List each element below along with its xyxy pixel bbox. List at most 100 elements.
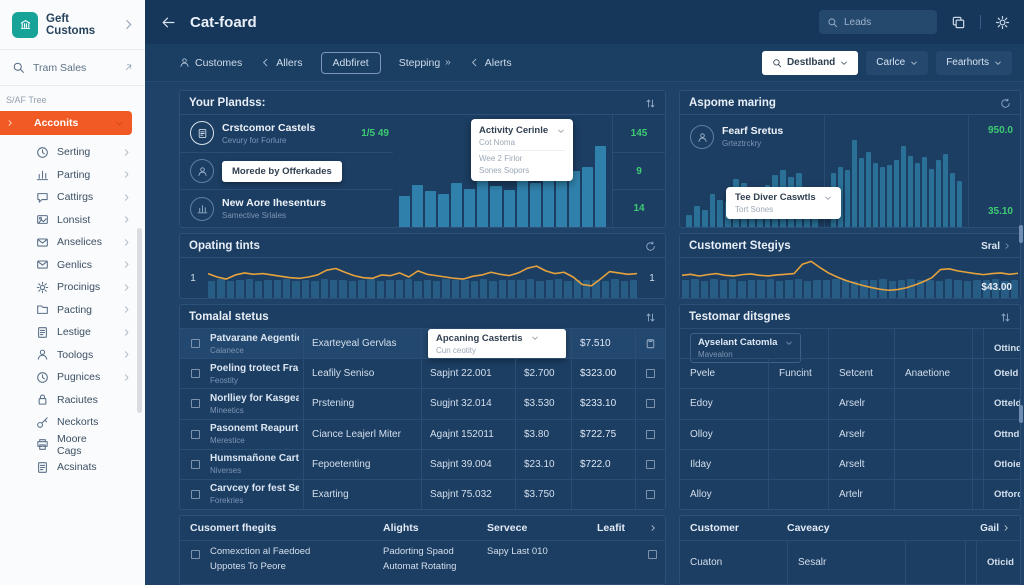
table-row[interactable]: Ilday Arselt Otloie [680, 448, 1020, 479]
table-row[interactable]: Humsmañone Cartection Niverses Fepoetent… [180, 448, 665, 479]
row-checkbox[interactable] [646, 429, 655, 439]
row-checkbox[interactable] [190, 429, 200, 439]
table-row[interactable]: Edoy Arselr Otteld [680, 388, 1020, 419]
row-checkbox[interactable] [190, 550, 200, 559]
settings-icon[interactable] [995, 15, 1010, 30]
table-row[interactable]: Olloy Arselr Ottnd [680, 418, 1020, 449]
morede-dropdown[interactable]: Morede by Offerkades [222, 160, 342, 182]
sidebar-header[interactable]: Geft Customs [0, 0, 145, 50]
avatar [190, 196, 214, 221]
page-scrollbar[interactable] [1019, 225, 1023, 243]
cell: Anaetione [894, 359, 972, 389]
sidebar-item[interactable]: Moore Cags [0, 433, 145, 457]
row-checkbox[interactable] [190, 339, 200, 349]
row-checkbox[interactable] [646, 489, 655, 499]
bar [841, 280, 850, 298]
chevron-right-icon [122, 350, 131, 359]
chevron-right-icon[interactable] [122, 18, 135, 31]
sort-icon[interactable] [645, 312, 656, 323]
sidebar-item-active[interactable]: Acconits [0, 111, 132, 135]
sidebar-item[interactable]: Pugnices [0, 366, 145, 389]
card-header: Aspome maring [680, 91, 1020, 114]
row-checkbox[interactable] [190, 399, 200, 409]
sidebar-item[interactable]: Cattirgs [0, 186, 145, 209]
copy-icon[interactable] [951, 15, 966, 30]
table-row[interactable]: Cuaton Sesalr Oticid [680, 540, 1020, 584]
gail-link[interactable]: Gail [980, 523, 1010, 534]
sidebar-item[interactable]: Toologs [0, 344, 145, 367]
page-scrollbar[interactable] [1019, 405, 1023, 423]
list-item[interactable]: Crstcomor Castels Cevury for Forlure 1/5… [180, 115, 393, 153]
bar [217, 279, 225, 298]
search-input[interactable] [844, 16, 924, 28]
bar [517, 280, 525, 298]
row-subtitle: Niverses [210, 466, 242, 476]
sidebar-scrollbar[interactable] [137, 228, 142, 413]
row-checkbox[interactable] [646, 399, 655, 409]
sidebar-item[interactable]: Serting [0, 141, 145, 164]
tab-stepping[interactable]: Stepping » [399, 57, 451, 69]
destlband-dropdown-button[interactable]: Destlband [761, 50, 859, 75]
bar [498, 280, 506, 298]
sidebar-item[interactable]: Procinigs [0, 276, 145, 299]
ayselant-dropdown[interactable]: Ayselant Catomla Mavealon [690, 333, 802, 363]
row-checkbox[interactable] [646, 459, 655, 469]
table-row[interactable]: Norlliey for Kasgeation Mineetics Prsten… [180, 388, 665, 419]
tab-adbfiret[interactable]: Adbfiret [320, 51, 381, 74]
sort-icon[interactable] [1000, 312, 1011, 323]
sidebar-item[interactable]: Acsinats [0, 456, 145, 479]
activity-tooltip[interactable]: Activity Cerinle Cot Noma Wee 2 Firlor S… [471, 119, 573, 181]
sidebar-item[interactable]: Lestige [0, 321, 145, 344]
sort-icon[interactable] [645, 98, 656, 109]
tooltip-line: Sones Sopors [479, 166, 530, 175]
tab-allers[interactable]: Allers [260, 57, 303, 69]
sidebar-item[interactable]: Neckorts [0, 411, 145, 434]
tab-customes[interactable]: Customes [179, 57, 242, 69]
table-row[interactable]: Comexction al Faedoed Uppotes To Peore P… [180, 540, 665, 584]
bar [804, 280, 812, 298]
apcaning-dropdown[interactable]: Apcaning Castertis Cun ceotity [428, 328, 566, 359]
table-row[interactable]: Pasonemt Reapurting Merestice Ciance Lea… [180, 418, 665, 449]
tee-diver-dropdown[interactable]: Tee Diver Caswtls Tort Sones [726, 187, 841, 219]
sidebar-search[interactable]: Tram Sales [0, 50, 145, 86]
table-row[interactable]: Pvele Funcint Setcent Anaetione Oteld [680, 358, 1020, 389]
sral-link[interactable]: Sral [981, 241, 1011, 252]
bar [728, 279, 737, 298]
leafit-link[interactable] [649, 524, 657, 532]
sidebar-item[interactable]: Anselices [0, 231, 145, 254]
list-item[interactable]: New Aore Ihesenturs Samective Srlales [180, 190, 393, 227]
cell: Ciance Leajerl Miter [303, 419, 421, 449]
sidebar-item[interactable]: Genlics [0, 254, 145, 277]
price-cell: $722.75 [571, 419, 635, 449]
bar [950, 172, 956, 227]
cell: Pvele [690, 368, 716, 380]
row-checkbox[interactable] [646, 369, 655, 379]
refresh-icon[interactable] [645, 240, 656, 252]
row-checkbox[interactable] [190, 489, 200, 499]
carlce-dropdown-button[interactable]: Carlce [866, 50, 929, 75]
sidebar-item[interactable]: Parting [0, 164, 145, 187]
tab-alerts[interactable]: Alerts [469, 57, 512, 69]
clipboard-icon[interactable] [645, 338, 656, 349]
back-button[interactable] [161, 15, 176, 30]
bar [914, 162, 920, 227]
sidebar-item[interactable]: Pacting [0, 299, 145, 322]
table-row[interactable]: Patvarane Aegentions Calanece Exarteyeal… [180, 328, 665, 359]
sidebar-item[interactable]: Lonsist [0, 209, 145, 232]
table-row[interactable]: Poeling trotect Fralustion Feostity Leaf… [180, 358, 665, 389]
topbar-search[interactable] [819, 10, 937, 34]
bar [433, 280, 441, 298]
fearhorts-dropdown-button[interactable]: Fearhorts [936, 50, 1012, 75]
bar [851, 280, 859, 298]
row-checkbox[interactable] [190, 459, 200, 469]
row-checkbox[interactable] [190, 369, 200, 379]
sidebar-item[interactable]: Raciutes [0, 389, 145, 412]
table-row[interactable]: Carvcey for fest Seating Forekries Exart… [180, 478, 665, 509]
action-cell [639, 546, 665, 584]
bar [921, 157, 927, 227]
refresh-icon[interactable] [1000, 97, 1011, 109]
bar [568, 170, 580, 227]
cell-line: Comexction al Faedoed [210, 546, 311, 557]
table-row[interactable]: Alloy Artelr Otford [680, 478, 1020, 509]
row-checkbox[interactable] [647, 550, 657, 559]
